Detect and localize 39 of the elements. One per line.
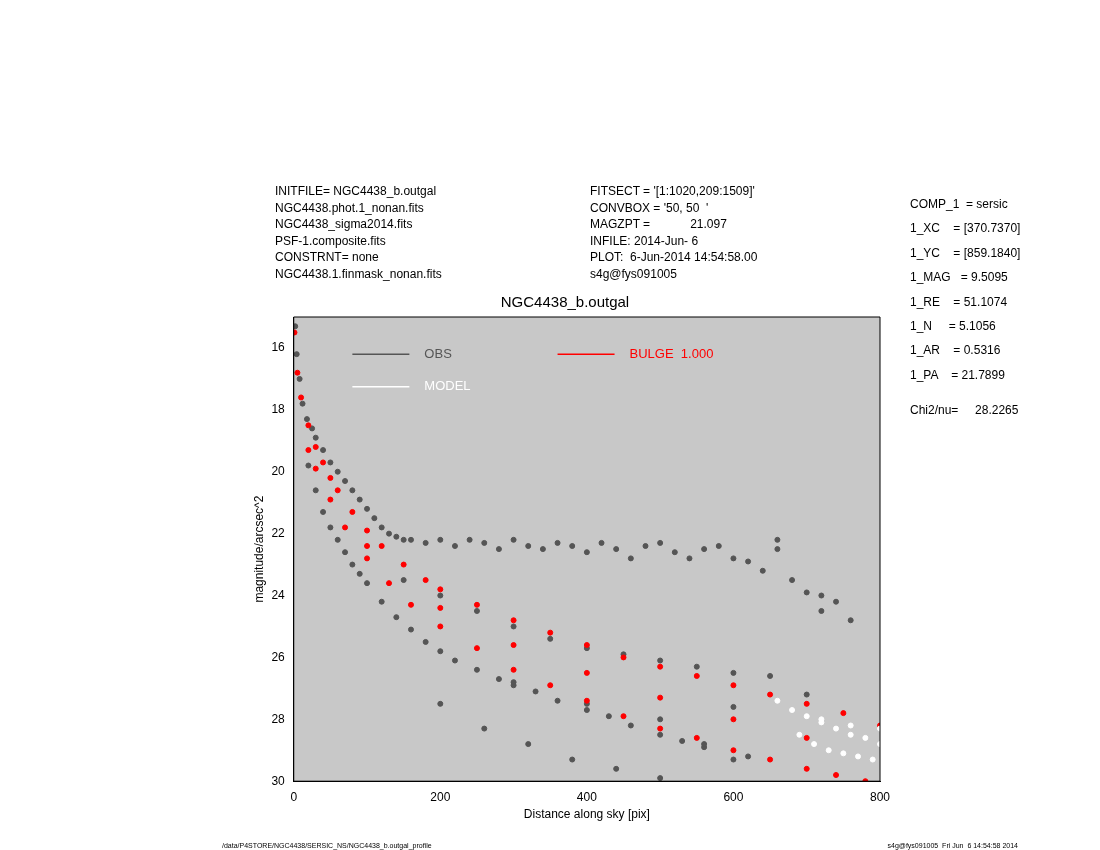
text: 1_AR = 0.5316: [910, 343, 1001, 358]
text: PLOT: 6-Jun-2014 14:54:58.00: [590, 250, 758, 264]
text: INITFILE= NGC4438_b.outgal: [275, 184, 437, 198]
text: COMP_1 = sersic: [910, 197, 1008, 211]
text: CONVBOX = '50, 50 ': [590, 200, 709, 215]
text: NGC4438.1.finmask_nonan.fits: [275, 266, 442, 281]
x-tick-label: 200: [430, 789, 451, 804]
y-tick-label: 22: [271, 525, 286, 540]
y-tick-label: 28: [271, 711, 286, 726]
text: PSF-1.composite.fits: [275, 233, 386, 248]
text: 1_RE = 51.1074: [910, 294, 1008, 309]
chart-title: NGC4438_b.outgal: [500, 293, 630, 311]
text: Chi2/nu= 28.2265: [910, 402, 1019, 419]
text: NGC4438_sigma2014.fits: [275, 217, 413, 231]
y-tick-label: 30: [271, 773, 286, 788]
x-tick-label: 600: [723, 789, 744, 804]
text: 1_YC = [859.1840]: [910, 245, 1021, 260]
y-tick-label: 18: [271, 402, 286, 417]
text: MAGZPT = 21.097: [590, 217, 727, 231]
text: INFILE: 2014-Jun- 6: [590, 233, 699, 248]
y-tick-label: 16: [271, 340, 286, 355]
x-tick-label: 0: [290, 789, 298, 804]
text: s4g@fys091005: [590, 266, 677, 281]
text: 1_N = 5.1056: [910, 319, 996, 334]
text: 1_PA = 21.7899: [910, 367, 1005, 382]
x-tick-label: 400: [576, 789, 598, 804]
text: CONSTRNT= none: [275, 250, 379, 264]
y-axis-title: magnitude/arcsec^2: [251, 495, 266, 603]
legend-label: OBS: [424, 345, 453, 361]
y-tick-label: 20: [271, 464, 286, 479]
y-tick-label: 26: [271, 649, 286, 664]
y-tick-label: 24: [271, 587, 286, 602]
text: FITSECT = '[1:1020,209:1509]': [590, 184, 755, 198]
x-tick-label: 800: [869, 789, 891, 804]
text: NGC4438.phot.1_nonan.fits: [275, 200, 424, 215]
x-axis-title: Distance along sky [pix]: [523, 807, 650, 822]
legend-label: BULGE 1.000: [629, 345, 714, 361]
text: 1_MAG = 9.5095: [910, 270, 1008, 285]
text: 1_XC = [370.7370]: [910, 221, 1021, 236]
